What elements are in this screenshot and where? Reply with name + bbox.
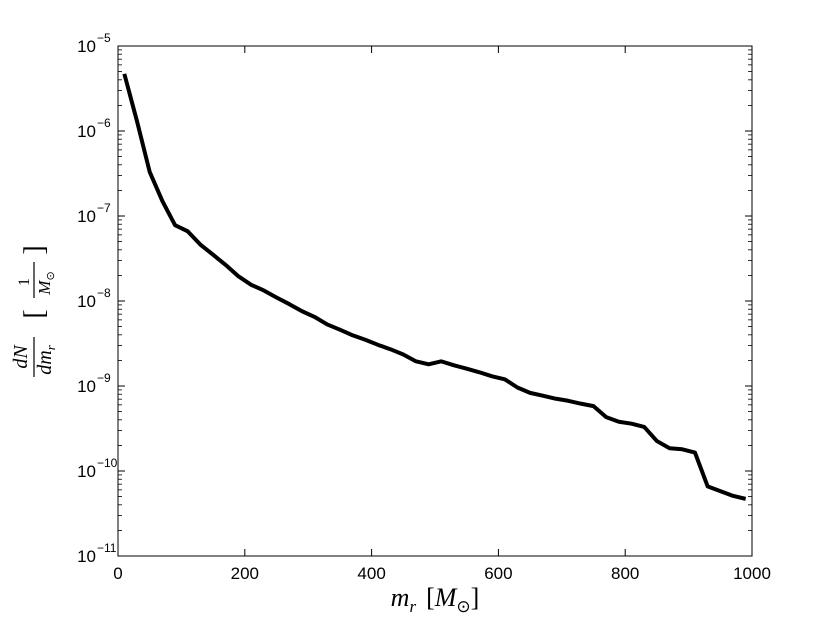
svg-text:]: ] <box>19 245 50 254</box>
svg-text:dN: dN <box>10 344 32 369</box>
x-tick-label: 0 <box>113 564 122 583</box>
y-tick-exponent: −8 <box>97 286 111 300</box>
x-axis-ticks: 0 200 400 600 800 1000 <box>113 46 771 583</box>
x-tick-label: 400 <box>357 564 385 583</box>
y-tick-exponent: −5 <box>97 31 111 45</box>
svg-text:dmr: dmr <box>34 344 58 374</box>
y-tick-label: 10 <box>77 37 96 56</box>
plot-area-border <box>117 45 753 557</box>
y-axis-label: dN dmr [ 1 M⊙ ] <box>10 245 58 377</box>
y-tick-label: 10 <box>77 547 96 566</box>
y-tick-exponent: −10 <box>97 456 118 470</box>
svg-text:M⊙: M⊙ <box>35 271 57 295</box>
series-line <box>122 73 747 501</box>
y-tick-label: 10 <box>77 292 96 311</box>
y-tick-exponent: −9 <box>97 371 111 385</box>
svg-text:[: [ <box>19 309 50 318</box>
y-tick-exponent: −7 <box>97 201 111 215</box>
y-tick-label: 10 <box>77 207 96 226</box>
x-axis-label: mr [M⊙] <box>391 583 480 616</box>
svg-text:1: 1 <box>16 278 33 286</box>
y-tick-exponent: −11 <box>97 541 117 555</box>
x-tick-label: 600 <box>484 564 512 583</box>
y-tick-label: 10 <box>77 122 96 141</box>
y-tick-label: 10 <box>77 462 96 481</box>
series-layer <box>122 73 747 501</box>
x-tick-label: 1000 <box>733 564 771 583</box>
x-tick-label: 200 <box>231 564 259 583</box>
axes-frame <box>117 45 753 557</box>
y-tick-label: 10 <box>77 377 96 396</box>
y-tick-exponent: −6 <box>97 116 111 130</box>
x-tick-label: 800 <box>611 564 639 583</box>
